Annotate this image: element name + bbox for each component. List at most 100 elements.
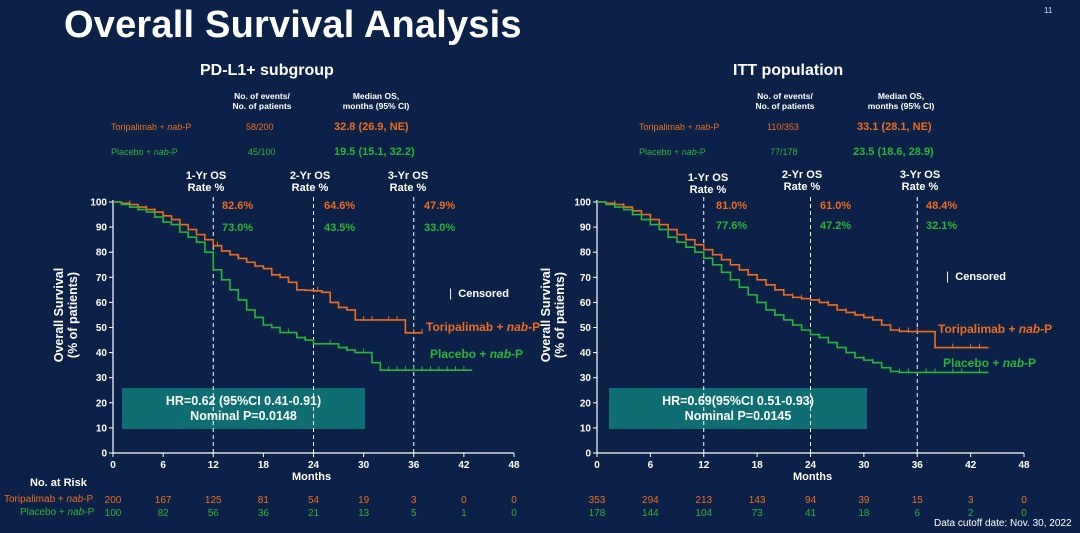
left-x-tick-label: 30 (358, 460, 370, 471)
right-x-tick-label: 36 (912, 460, 924, 471)
right-rate-label-2yr: 2-Yr OS Rate % (781, 169, 823, 193)
risk-table-title: No. at Risk (30, 477, 87, 489)
risk-row-arm2-label: Placebo + nab-P (20, 507, 95, 518)
left-curve-placebo (113, 201, 473, 371)
right-risk-arm1-value: 15 (912, 495, 924, 506)
right-arm1-median: 33.1 (28.1, NE) (857, 121, 932, 133)
right-events-header: No. of events/No. of patients (755, 91, 815, 111)
left-y-tick-label: 80 (96, 248, 108, 259)
left-risk-arm2-value: 1 (461, 508, 467, 519)
right-y-tick-label: 50 (580, 323, 592, 334)
left-risk-arm2-value: 0 (511, 508, 517, 519)
right-x-tick-label: 12 (698, 460, 710, 471)
left-y-tick-label: 60 (96, 298, 108, 309)
right-risk-arm2-value: 2 (968, 508, 974, 519)
right-median-header: Median OS, months (95% CI) (867, 91, 935, 111)
left-y-tick-label: 10 (96, 423, 108, 434)
right-risk-arm1-value: 353 (589, 495, 606, 506)
right-risk-arm2-value: 41 (805, 508, 817, 519)
right-x-tick-label: 0 (594, 460, 600, 471)
left-median-header: Median OS, months (95% CI) (342, 91, 410, 111)
right-rate-label-3yr: 3-Yr OS Rate % (899, 169, 941, 193)
right-risk-arm2-value: 0 (1021, 508, 1027, 519)
right-y-tick-label: 40 (580, 348, 592, 359)
left-arm1-events: 58/200 (246, 122, 274, 132)
left-rate-label-1yr: 1-Yr OS Rate % (185, 170, 227, 194)
left-risk-arm2-value: 13 (358, 508, 370, 519)
right-curve-placebo (597, 201, 989, 374)
left-censored-legend: ❘ Censored (446, 288, 510, 300)
right-x-tick-label: 24 (805, 460, 817, 471)
right-x-tick-label: 48 (1018, 460, 1030, 471)
left-arm1-median: 32.8 (26.9, NE) (334, 121, 409, 133)
right-risk-arm1-value: 143 (749, 495, 766, 506)
censor-mark-icon: ❘ (446, 288, 459, 300)
left-y-tick-label: 30 (96, 373, 108, 384)
right-hr-text: HR=0.69(95%CI 0.51-0.93) (662, 394, 814, 408)
left-p-value: Nominal P=0.0148 (190, 409, 297, 423)
right-x-tick-label: 42 (965, 460, 977, 471)
right-hr-box: HR=0.69(95%CI 0.51-0.93) Nominal P=0.014… (609, 388, 867, 429)
left-legend-arm1: Toripalimab + nab-P (426, 320, 541, 334)
right-x-tick-label: 30 (858, 460, 870, 471)
right-arm1-name: Toripalimab + nab-P (639, 122, 720, 132)
right-censored-legend: ❘ Censored (943, 271, 1007, 283)
left-rate-label-2yr: 2-Yr OS Rate % (289, 170, 331, 194)
left-risk-arm1-value: 19 (358, 495, 370, 506)
right-x-tick-label: 18 (752, 460, 764, 471)
left-arm2-events: 45/100 (248, 147, 276, 157)
right-y-tick-label: 60 (580, 298, 592, 309)
left-x-tick-label: 42 (458, 460, 470, 471)
left-y-tick-label: 0 (101, 449, 107, 460)
right-risk-arm2-value: 18 (858, 508, 870, 519)
right-y-tick-label: 0 (585, 449, 591, 460)
left-hr-box: HR=0.62 (95%CI 0.41-0.91) Nominal P=0.01… (122, 388, 365, 429)
right-y-tick-label: 80 (580, 248, 592, 259)
left-x-tick-label: 18 (258, 460, 270, 471)
left-arm2-name: Placebo + nab-P (111, 147, 178, 157)
left-x-tick-label: 12 (208, 460, 220, 471)
left-arm2-rate-2yr: 43.5% (324, 222, 356, 234)
left-risk-arm2-value: 100 (105, 508, 122, 519)
left-x-axis-label: Months (292, 471, 332, 483)
left-y-tick-label: 40 (96, 348, 108, 359)
right-legend-arm1: Toripalimab + nab-P (938, 322, 1053, 336)
right-arm2-name: Placebo + nab-P (639, 147, 706, 157)
right-risk-arm1-value: 94 (805, 495, 817, 506)
right-arm2-rate-2yr: 47.2% (820, 220, 852, 232)
right-y-tick-label: 30 (580, 373, 592, 384)
left-legend-arm2: Placebo + nab-P (430, 347, 524, 361)
right-risk-arm1-value: 3 (968, 495, 974, 506)
right-arm1-rate-2yr: 61.0% (820, 200, 852, 212)
slide-title: Overall Survival Analysis (64, 4, 522, 46)
left-arm1-rate-3yr: 47.9% (424, 200, 456, 212)
right-arm1-events: 110/353 (767, 122, 799, 132)
left-curve-toripalimab (113, 201, 423, 334)
left-risk-arm1-value: 54 (308, 495, 320, 506)
left-rate-label-3yr: 3-Yr OS Rate % (387, 170, 429, 194)
left-x-tick-label: 0 (110, 460, 116, 471)
right-arm2-median: 23.5 (18.6, 28.9) (853, 146, 934, 158)
right-p-value: Nominal P=0.0145 (684, 409, 792, 423)
right-arm1-rate-3yr: 48.4% (926, 200, 958, 212)
risk-row-arm1-label: Toripalimab + nab-P (4, 494, 94, 505)
right-arm2-rate-1yr: 77.6% (716, 220, 748, 232)
left-hr-text: HR=0.62 (95%CI 0.41-0.91) (165, 394, 322, 408)
right-arm2-events: 77/178 (770, 147, 798, 157)
right-y-tick-label: 90 (580, 223, 592, 234)
left-risk-arm1-value: 200 (105, 495, 122, 506)
left-y-tick-label: 20 (96, 398, 108, 409)
left-arm1-rate-1yr: 82.6% (222, 200, 254, 212)
left-arm2-rate-1yr: 73.0% (222, 222, 254, 234)
left-x-tick-label: 48 (508, 460, 520, 471)
right-rate-label-1yr: 1-Yr OS Rate % (687, 172, 729, 196)
right-y-tick-label: 10 (580, 423, 592, 434)
right-risk-arm1-value: 213 (695, 495, 712, 506)
left-risk-arm2-value: 21 (308, 508, 320, 519)
left-risk-arm2-value: 5 (411, 508, 417, 519)
right-x-axis-label: Months (793, 471, 833, 483)
left-risk-arm1-value: 0 (511, 495, 517, 506)
right-y-tick-label: 70 (580, 273, 592, 284)
